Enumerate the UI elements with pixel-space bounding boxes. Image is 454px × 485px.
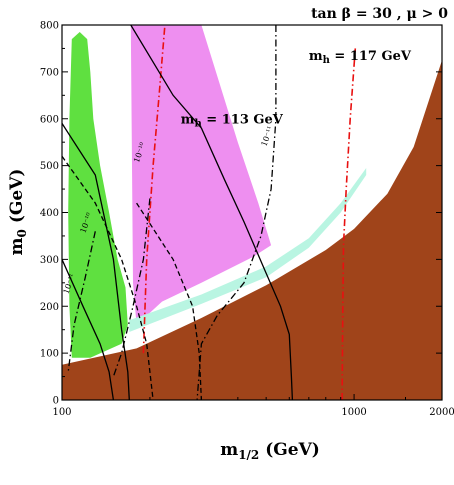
y-tick-label: 300 xyxy=(40,255,59,266)
x-tick-label: 2000 xyxy=(429,407,454,418)
contour-line-3 xyxy=(130,25,294,400)
y-tick-label: 800 xyxy=(40,21,59,32)
contour-line-8 xyxy=(67,231,96,372)
contour-line-9 xyxy=(62,155,154,400)
y-tick-label: 700 xyxy=(40,67,59,78)
x-tick-label: 1000 xyxy=(341,407,366,418)
y-tick-label: 500 xyxy=(40,161,59,172)
y-axis-label: m0 (GeV) xyxy=(7,169,29,256)
region-cyan xyxy=(129,168,367,332)
x-axis-label-sub: 1/2 xyxy=(238,448,259,462)
y-axis-label-sub: 0 xyxy=(15,229,29,237)
region-brown xyxy=(62,60,442,400)
contour-line-10 xyxy=(136,202,203,400)
y-tick-label: 100 xyxy=(40,349,59,360)
region-green xyxy=(68,32,128,358)
region-pink xyxy=(130,25,272,325)
chart-title: tan β = 30 , μ > 0 xyxy=(311,6,448,22)
x-tick-label: 100 xyxy=(52,407,71,418)
y-axis-label-main: m xyxy=(7,237,27,255)
y-tick-label: 400 xyxy=(40,208,59,219)
x-axis-label-unit: (GeV) xyxy=(259,440,320,460)
y-tick-label: 200 xyxy=(40,302,59,313)
contour-line-1 xyxy=(142,25,166,354)
contour-line-2 xyxy=(341,48,357,400)
y-tick-label: 0 xyxy=(53,396,59,407)
y-axis-label-unit: (GeV) xyxy=(7,169,27,230)
regions xyxy=(62,25,442,400)
contour-lines xyxy=(62,25,357,400)
higgs-mass-label: mh = 113 GeV xyxy=(181,112,284,129)
higgs-mass-label: mh = 117 GeV xyxy=(309,49,412,66)
x-axis-label: m1/2 (GeV) xyxy=(220,440,320,462)
y-tick-label: 600 xyxy=(40,114,59,125)
x-axis-label-main: m xyxy=(220,440,238,460)
contour-line-5 xyxy=(62,259,115,400)
contour-line-7 xyxy=(112,198,151,377)
contour-line-6 xyxy=(196,25,277,400)
contour-line-4 xyxy=(62,123,130,400)
contour-value-label: 10⁻¹¹ xyxy=(260,125,276,148)
